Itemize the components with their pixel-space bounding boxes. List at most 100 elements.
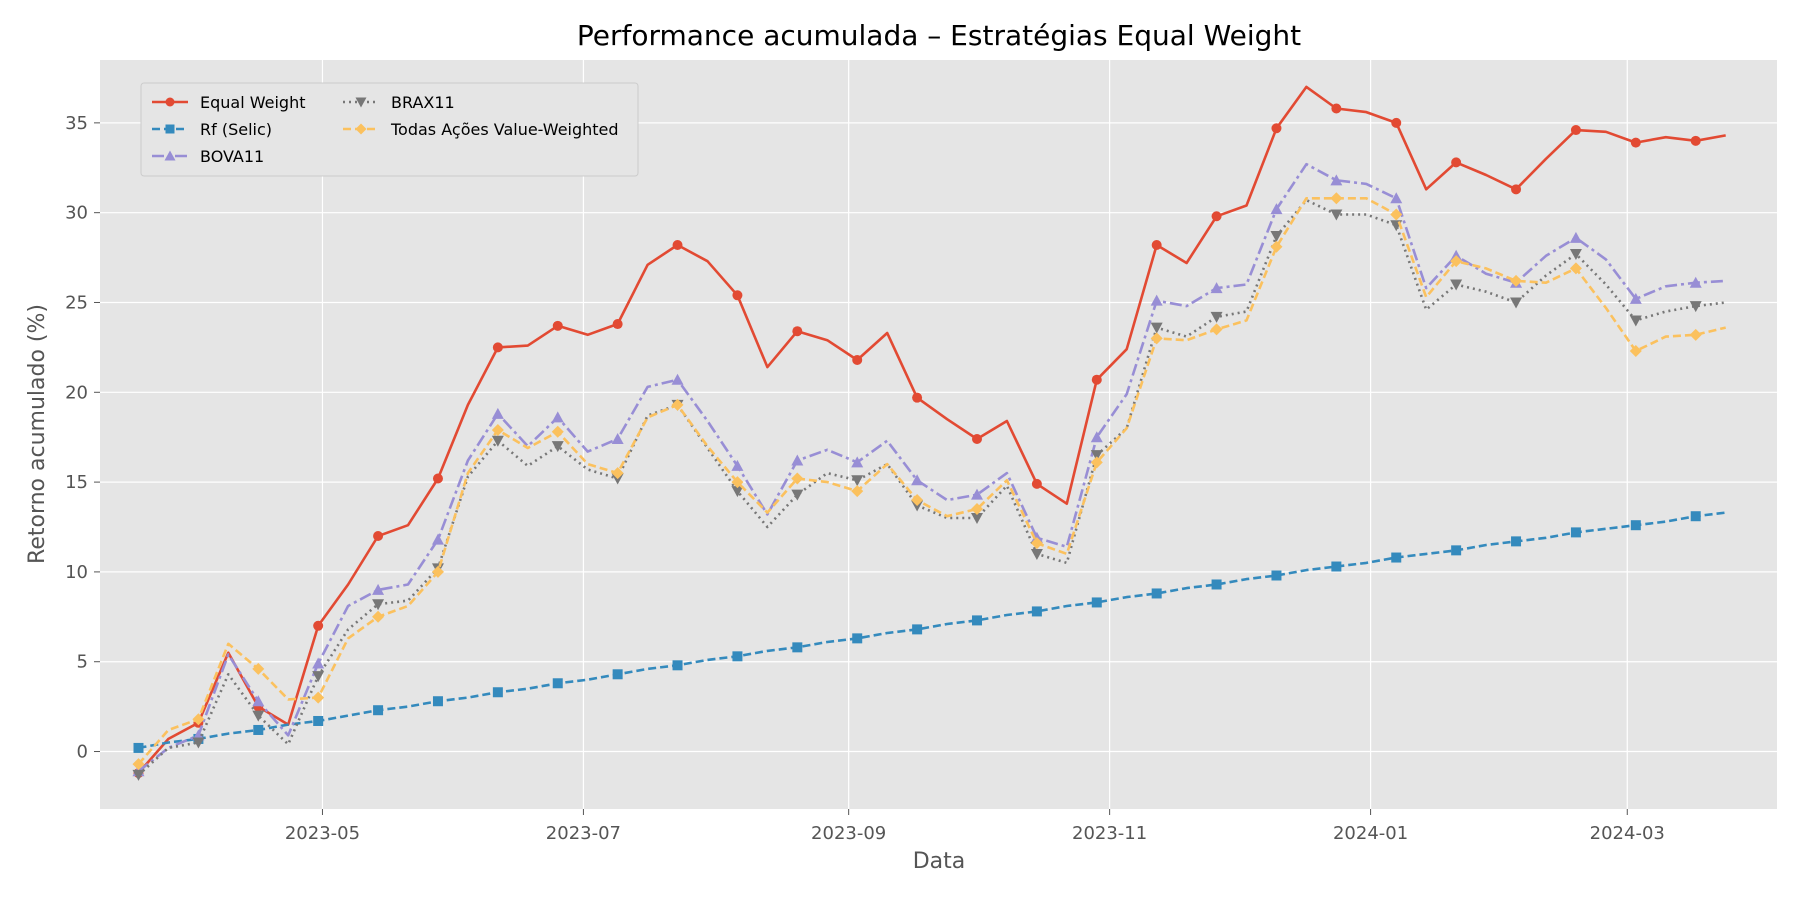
y-axis-label: Retorno acumulado (%) xyxy=(25,304,50,564)
data-point xyxy=(612,319,623,330)
y-tick-label: 15 xyxy=(65,472,88,493)
data-point xyxy=(192,737,205,749)
data-point xyxy=(1689,328,1702,341)
data-point xyxy=(911,474,924,486)
data-point xyxy=(1330,192,1343,205)
legend-marker xyxy=(165,97,175,107)
y-tick-label: 30 xyxy=(65,203,88,224)
data-point xyxy=(671,398,684,411)
data-point xyxy=(1451,157,1462,168)
data-point xyxy=(731,486,744,498)
data-point xyxy=(972,615,983,626)
series-line xyxy=(137,197,1727,765)
series-line xyxy=(137,85,1726,774)
data-point xyxy=(132,758,145,771)
series-line xyxy=(137,162,1726,773)
data-point xyxy=(1689,301,1702,313)
data-point xyxy=(373,530,384,541)
data-point xyxy=(1391,552,1402,563)
data-point xyxy=(1091,597,1102,608)
data-point xyxy=(792,326,803,337)
data-point xyxy=(1090,456,1103,469)
x-tick-label: 2023-07 xyxy=(546,823,621,844)
data-point xyxy=(133,742,144,753)
series-0 xyxy=(133,85,1726,779)
data-point xyxy=(851,475,864,487)
data-point xyxy=(792,642,803,653)
data-point xyxy=(1570,527,1581,538)
data-point xyxy=(611,467,624,480)
data-point xyxy=(1570,125,1581,136)
data-point xyxy=(1270,240,1283,253)
legend-label: BOVA11 xyxy=(200,147,264,166)
data-point xyxy=(1030,548,1043,560)
data-point xyxy=(671,373,684,385)
data-point xyxy=(1271,570,1282,581)
data-point xyxy=(1451,545,1462,556)
legend-marker xyxy=(165,124,175,134)
data-point xyxy=(971,488,984,500)
data-point xyxy=(1150,332,1163,345)
data-point xyxy=(491,424,504,437)
plot-area xyxy=(100,60,1777,809)
data-point xyxy=(551,411,564,423)
data-point xyxy=(1270,203,1283,215)
data-point xyxy=(1390,192,1403,204)
data-point xyxy=(672,660,683,671)
y-tick-label: 0 xyxy=(77,742,88,763)
data-point xyxy=(1150,322,1163,334)
data-point xyxy=(1330,174,1343,186)
data-point xyxy=(1210,323,1223,336)
data-point xyxy=(1510,274,1523,287)
data-point xyxy=(911,494,924,507)
data-point xyxy=(1211,579,1222,590)
data-point xyxy=(431,565,444,578)
data-point xyxy=(312,671,325,683)
data-point xyxy=(971,513,984,525)
data-point xyxy=(552,320,563,331)
y-tick-label: 10 xyxy=(65,562,88,583)
data-point xyxy=(1569,248,1582,260)
data-point xyxy=(1629,344,1642,357)
data-point xyxy=(1390,208,1403,221)
data-point xyxy=(611,432,624,444)
data-point xyxy=(372,599,385,611)
data-point xyxy=(432,473,443,484)
data-point xyxy=(1150,294,1163,306)
data-point xyxy=(1569,231,1582,243)
data-point xyxy=(1090,450,1103,462)
y-tick-label: 25 xyxy=(65,292,88,313)
tick-labels: 0 5 10 15 20 25 30 35 2023-05 2023-07 2023-09 2023-… xyxy=(65,113,1665,844)
legend-marker xyxy=(355,123,367,135)
legend-marker xyxy=(164,150,176,161)
x-tick-label: 2023-09 xyxy=(811,823,886,844)
data-point xyxy=(252,710,265,722)
data-point xyxy=(1031,606,1042,617)
data-point xyxy=(1569,262,1582,275)
data-point xyxy=(1391,117,1402,128)
x-axis-label: Data xyxy=(913,849,966,874)
series-layer xyxy=(132,85,1727,781)
data-point xyxy=(1629,292,1642,304)
data-point xyxy=(1629,315,1642,327)
data-point xyxy=(252,662,265,675)
legend-box xyxy=(140,82,639,177)
data-point xyxy=(1510,297,1523,309)
data-point xyxy=(1151,588,1162,599)
x-tick-label: 2024-03 xyxy=(1590,823,1665,844)
data-point xyxy=(1511,536,1522,547)
data-point xyxy=(132,769,145,781)
y-tick-label: 5 xyxy=(77,652,88,673)
data-point xyxy=(791,489,804,501)
data-point xyxy=(971,503,984,516)
data-point xyxy=(1330,209,1343,221)
data-point xyxy=(551,441,564,453)
data-point xyxy=(1511,184,1522,195)
data-point xyxy=(1090,431,1103,443)
data-point xyxy=(372,583,385,595)
data-point xyxy=(431,533,444,545)
data-point xyxy=(912,392,923,403)
data-point xyxy=(1690,135,1701,146)
data-point xyxy=(1450,279,1463,291)
